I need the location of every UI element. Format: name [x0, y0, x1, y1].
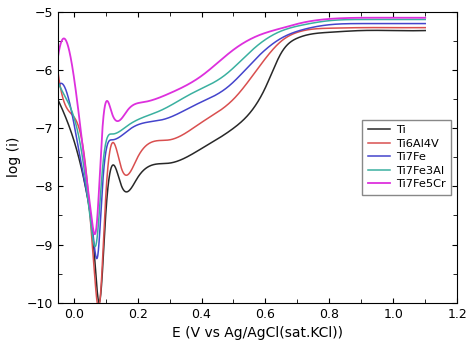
Ti7Fe5Cr	[372, 16, 378, 20]
Ti6Al4V	[412, 26, 418, 30]
Ti7Fe	[412, 22, 418, 26]
Line: Ti7Fe5Cr: Ti7Fe5Cr	[58, 18, 425, 234]
Ti7Fe3Al	[234, 63, 239, 67]
Ti	[55, 97, 61, 101]
Ti7Fe	[55, 85, 61, 90]
Ti7Fe	[94, 256, 100, 261]
Ti7Fe5Cr	[73, 94, 79, 98]
Line: Ti6Al4V: Ti6Al4V	[58, 28, 425, 307]
Ti7Fe5Cr	[412, 16, 418, 20]
Ti7Fe3Al	[422, 17, 428, 22]
Ti7Fe5Cr	[234, 45, 239, 50]
Ti	[73, 147, 79, 151]
Ti	[224, 131, 230, 135]
Ti	[96, 301, 102, 305]
Ti	[234, 124, 239, 128]
Ti7Fe5Cr	[55, 56, 61, 60]
Ti6Al4V	[372, 26, 378, 30]
Ti6Al4V	[412, 26, 418, 30]
Line: Ti7Fe: Ti7Fe	[58, 24, 425, 259]
X-axis label: E (V vs Ag/AgCl(sat.KCl)): E (V vs Ag/AgCl(sat.KCl))	[172, 326, 343, 340]
Ti	[412, 29, 418, 33]
Ti7Fe	[73, 135, 79, 139]
Ti7Fe5Cr	[92, 232, 98, 236]
Ti7Fe5Cr	[422, 16, 428, 20]
Ti	[345, 29, 350, 33]
Ti7Fe3Al	[224, 71, 230, 76]
Ti7Fe5Cr	[224, 53, 230, 57]
Ti7Fe3Al	[92, 244, 98, 248]
Ti7Fe	[224, 86, 230, 90]
Ti7Fe	[345, 22, 350, 26]
Y-axis label: log (i): log (i)	[7, 137, 21, 177]
Ti7Fe3Al	[412, 17, 418, 22]
Ti7Fe3Al	[345, 18, 350, 22]
Ti6Al4V	[234, 94, 239, 98]
Line: Ti7Fe3Al: Ti7Fe3Al	[58, 19, 425, 246]
Ti7Fe3Al	[412, 17, 418, 22]
Ti7Fe	[412, 22, 418, 26]
Ti6Al4V	[55, 68, 61, 72]
Ti	[422, 28, 428, 33]
Ti7Fe3Al	[55, 79, 61, 84]
Ti6Al4V	[73, 119, 79, 123]
Ti6Al4V	[96, 305, 101, 310]
Ti6Al4V	[345, 26, 350, 30]
Legend: Ti, Ti6Al4V, Ti7Fe, Ti7Fe3Al, Ti7Fe5Cr: Ti, Ti6Al4V, Ti7Fe, Ti7Fe3Al, Ti7Fe5Cr	[362, 120, 452, 195]
Ti7Fe5Cr	[412, 16, 418, 20]
Ti7Fe	[372, 22, 378, 26]
Line: Ti: Ti	[58, 31, 425, 303]
Ti7Fe	[234, 77, 239, 81]
Ti7Fe	[422, 22, 428, 26]
Ti6Al4V	[422, 26, 428, 30]
Ti7Fe3Al	[372, 17, 378, 22]
Ti7Fe3Al	[73, 124, 79, 128]
Ti	[412, 29, 418, 33]
Ti6Al4V	[224, 103, 230, 107]
Ti7Fe5Cr	[345, 16, 350, 20]
Ti	[372, 28, 378, 33]
